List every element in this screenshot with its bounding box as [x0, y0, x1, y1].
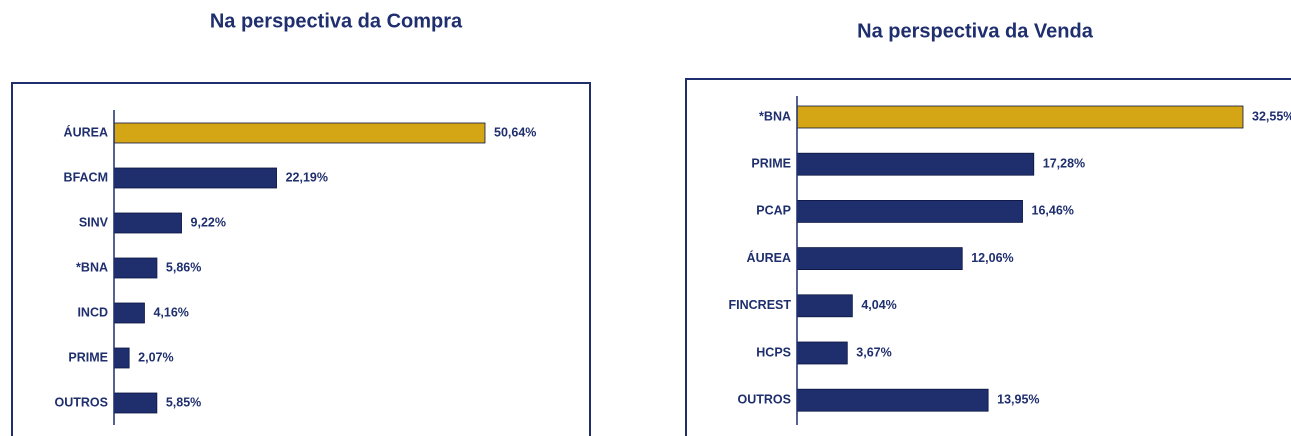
panel-frame — [685, 78, 1291, 436]
value-label: 5,85% — [166, 395, 201, 409]
bar — [796, 294, 853, 318]
bar — [796, 247, 963, 271]
category-label: PRIME — [68, 350, 108, 364]
category-label: SINV — [79, 215, 109, 229]
value-label: 4,16% — [153, 305, 188, 319]
category-label: OUTROS — [55, 395, 108, 409]
category-label: PRIME — [751, 156, 791, 170]
bar — [796, 341, 848, 365]
value-label: 9,22% — [191, 215, 226, 229]
category-label: INCD — [77, 305, 108, 319]
bar — [796, 152, 1035, 176]
value-label: 32,55% — [1252, 109, 1291, 123]
value-label: 2,07% — [138, 350, 173, 364]
chart-title: Na perspectiva da Compra — [210, 10, 463, 32]
category-label: *BNA — [759, 109, 791, 123]
category-label: ÁUREA — [747, 250, 791, 265]
bar — [796, 199, 1023, 223]
value-label: 17,28% — [1043, 156, 1085, 170]
category-label: OUTROS — [738, 392, 791, 406]
category-label: ÁUREA — [64, 124, 108, 139]
value-label: 22,19% — [286, 170, 328, 184]
value-label: 16,46% — [1032, 204, 1074, 218]
value-label: 4,04% — [861, 298, 896, 312]
bar — [113, 122, 486, 144]
value-label: 5,86% — [166, 260, 201, 274]
bar — [113, 347, 130, 369]
bar — [796, 388, 989, 412]
category-label: HCPS — [756, 345, 791, 359]
bar — [113, 167, 277, 189]
category-label: PCAP — [756, 204, 791, 218]
value-label: 3,67% — [856, 345, 891, 359]
bar — [796, 105, 1244, 129]
value-label: 12,06% — [971, 251, 1013, 265]
category-label: FINCREST — [729, 298, 792, 312]
value-label: 13,95% — [997, 392, 1039, 406]
chart-title: Na perspectiva da Venda — [857, 20, 1094, 42]
category-label: *BNA — [76, 260, 108, 274]
bar — [113, 257, 158, 279]
bar — [113, 392, 158, 414]
value-label: 50,64% — [494, 125, 536, 139]
category-label: BFACM — [64, 170, 108, 184]
bar — [113, 212, 182, 234]
bar — [113, 302, 145, 324]
